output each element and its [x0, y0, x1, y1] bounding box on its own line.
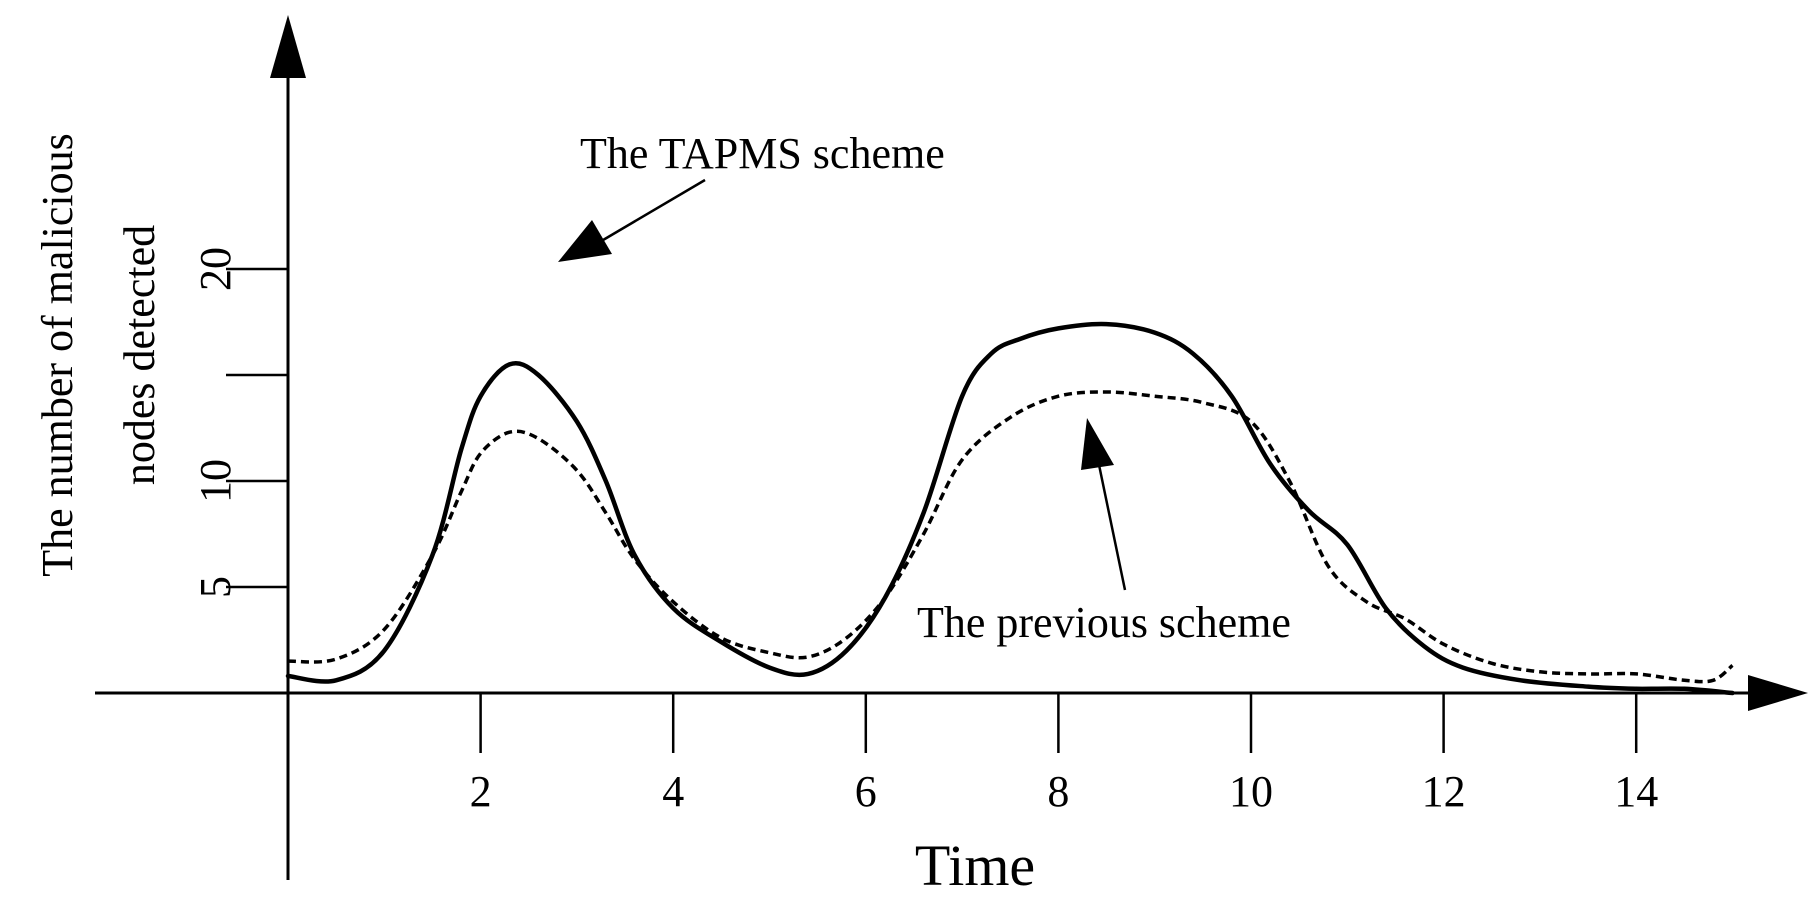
x-tick-label: 2 — [470, 767, 492, 816]
series-previous-line — [287, 390, 1734, 684]
y-tick-label: 10 — [191, 459, 240, 503]
annotation-previous-arrow-line — [1096, 459, 1127, 591]
x-ticks: 2 4 6 8 10 12 14 — [470, 693, 1658, 816]
x-tick-label: 14 — [1614, 767, 1658, 816]
y-axis-title-line-1: The number of malicious — [33, 133, 82, 577]
x-tick-label: 6 — [855, 767, 877, 816]
annotation-tapms-arrowhead — [558, 220, 612, 262]
series-tapms-line — [285, 321, 1735, 696]
y-tick-label: 5 — [191, 576, 240, 598]
x-tick-label: 10 — [1229, 767, 1273, 816]
x-tick-label: 8 — [1047, 767, 1069, 816]
y-axis-arrow — [270, 15, 306, 78]
x-tick-label: 4 — [662, 767, 684, 816]
x-tick-label: 12 — [1422, 767, 1466, 816]
y-axis-title: The number of malicious nodes detected — [33, 133, 164, 577]
annotation-tapms: The TAPMS scheme — [580, 129, 945, 178]
y-tick-label: 20 — [191, 247, 240, 291]
annotation-previous: The previous scheme — [917, 598, 1291, 647]
annotation-tapms-arrow-line — [597, 178, 706, 245]
x-axis-title: Time — [915, 833, 1035, 898]
x-axis-arrow — [1748, 675, 1808, 711]
y-axis-title-line-2: nodes detected — [115, 225, 164, 485]
y-ticks: 5 10 20 — [191, 247, 288, 598]
annotation-previous-arrowhead — [1081, 418, 1114, 470]
